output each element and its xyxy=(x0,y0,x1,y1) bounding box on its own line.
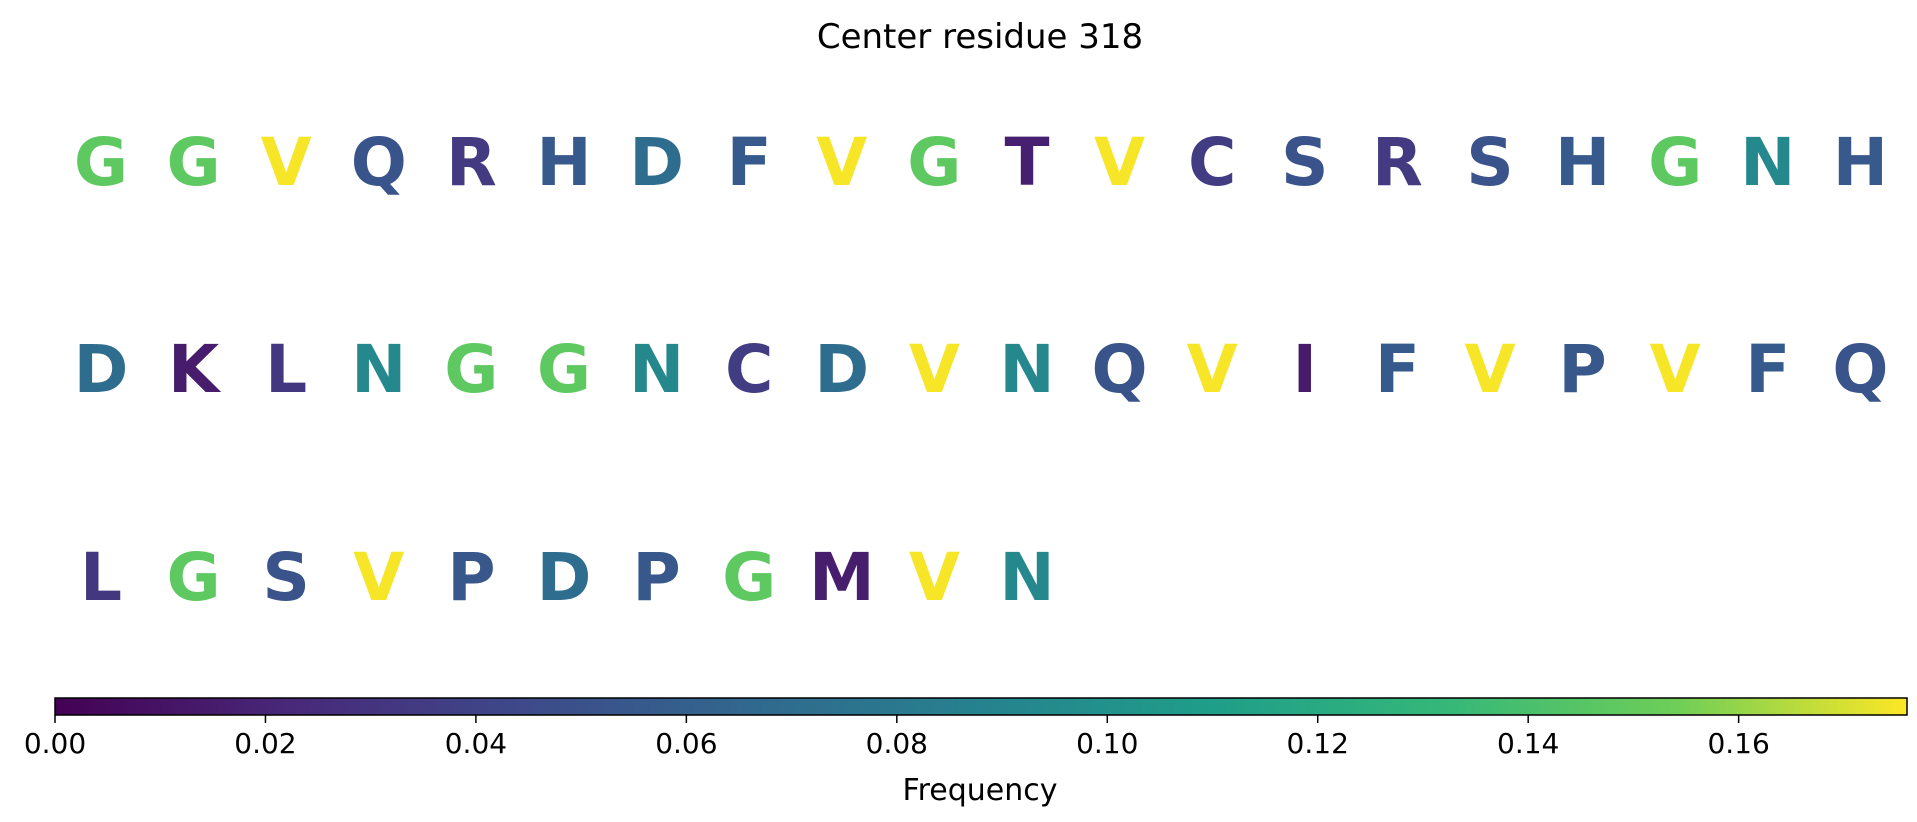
residue-letter: H xyxy=(536,124,591,201)
residue-letter: M xyxy=(809,539,875,616)
residue-letter: V xyxy=(909,539,960,616)
residue-letter: L xyxy=(265,331,307,408)
residue-letter: R xyxy=(1372,124,1423,201)
residue-letter: I xyxy=(1293,331,1318,408)
residue-letter: Q xyxy=(351,124,407,201)
residue-letter: V xyxy=(261,124,312,201)
residue-letter: V xyxy=(1094,124,1145,201)
residue-letter: N xyxy=(629,331,684,408)
colorbar-tick-label: 0.12 xyxy=(1287,727,1349,760)
residue-letter: G xyxy=(1648,124,1702,201)
colorbar-tick-label: 0.00 xyxy=(24,727,86,760)
residue-letter: Q xyxy=(1832,331,1888,408)
colorbar: 0.00 0.02 0.04 0.06 0.08 0.10 0.12 0.14 0.16 Fre… xyxy=(24,697,1908,808)
residue-letter: G xyxy=(74,124,128,201)
residue-letter: R xyxy=(446,124,497,201)
residue-letter: L xyxy=(80,539,122,616)
residue-letter: N xyxy=(999,539,1054,616)
residue-letter: V xyxy=(909,331,960,408)
residue-letter: V xyxy=(1650,331,1701,408)
residue-letter: G xyxy=(167,539,221,616)
residue-letter: V xyxy=(816,124,867,201)
colorbar-tick-label: 0.10 xyxy=(1076,727,1138,760)
chart-title: Center residue 318 xyxy=(817,17,1143,57)
colorbar-tick-label: 0.08 xyxy=(866,727,928,760)
colorbar-tick-label: 0.04 xyxy=(445,727,507,760)
residue-letter: D xyxy=(814,331,869,408)
residue-letter: G xyxy=(444,331,498,408)
colorbar-ticks: 0.00 0.02 0.04 0.06 0.08 0.10 0.12 0.14 0.16 xyxy=(24,715,1770,760)
residue-letter: G xyxy=(722,539,776,616)
residue-letter: D xyxy=(74,331,129,408)
residue-letter: K xyxy=(168,331,222,408)
residue-letter: H xyxy=(1555,124,1610,201)
residue-letter: C xyxy=(725,331,773,408)
colorbar-tick-label: 0.16 xyxy=(1707,727,1769,760)
colorbar-tick-label: 0.06 xyxy=(655,727,717,760)
residue-letter: P xyxy=(447,539,495,616)
residue-letter: P xyxy=(632,539,680,616)
colorbar-tick-label: 0.14 xyxy=(1497,727,1559,760)
residue-letter: D xyxy=(629,124,684,201)
residue-letter: D xyxy=(537,539,592,616)
residue-letter: F xyxy=(1375,331,1420,408)
residue-letter: S xyxy=(262,539,310,616)
residue-letter: G xyxy=(167,124,221,201)
residue-letter: F xyxy=(727,124,772,201)
residue-letter: V xyxy=(1187,331,1238,408)
residue-letter: Q xyxy=(1092,331,1148,408)
colorbar-tick-label: 0.02 xyxy=(234,727,296,760)
residue-letter: S xyxy=(1281,124,1329,201)
residue-letter: T xyxy=(1004,124,1049,201)
residue-letter: N xyxy=(1740,124,1795,201)
colorbar-label: Frequency xyxy=(903,773,1058,808)
residue-letter: C xyxy=(1188,124,1236,201)
colorbar-gradient xyxy=(54,697,1908,716)
residue-letter: S xyxy=(1466,124,1514,201)
residue-letter: V xyxy=(1464,331,1515,408)
residue-letter: N xyxy=(351,331,406,408)
residue-letter: F xyxy=(1745,331,1790,408)
residue-letter: V xyxy=(353,539,404,616)
residue-letter: N xyxy=(999,331,1054,408)
residue-grid: G G V Q R H D F V G T V C S R S H G N HD K L N G G N C D V N Q V I F V P V F Q… xyxy=(74,124,1889,616)
residue-letter: P xyxy=(1558,331,1606,408)
residue-letter: G xyxy=(907,124,961,201)
residue-letter: G xyxy=(537,331,591,408)
residue-letter: H xyxy=(1833,124,1888,201)
